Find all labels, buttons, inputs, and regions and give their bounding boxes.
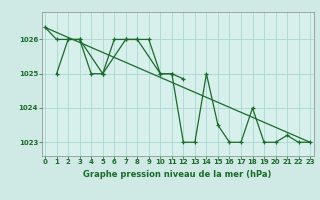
X-axis label: Graphe pression niveau de la mer (hPa): Graphe pression niveau de la mer (hPa) <box>84 170 272 179</box>
